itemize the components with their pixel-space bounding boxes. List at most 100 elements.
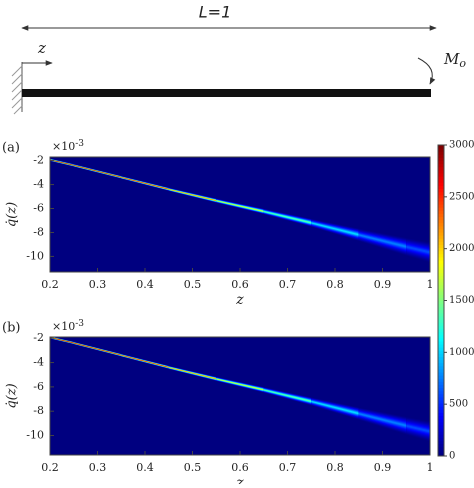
x-tick-label: 0.4 <box>136 278 154 291</box>
moment-subscript: o <box>459 57 466 70</box>
colorbar-cell <box>438 253 444 258</box>
exponent-power: -3 <box>75 319 84 329</box>
colorbar-cell <box>438 256 444 261</box>
colorbar-cell <box>438 266 444 270</box>
density-band <box>50 159 75 166</box>
density-band <box>73 342 122 356</box>
colorbar-cell <box>438 207 444 211</box>
colorbar-cell <box>438 415 444 420</box>
x-tick-label: 0.2 <box>41 278 59 291</box>
x-tick-label: 1 <box>427 461 434 474</box>
colorbar-tick-label: 1000 <box>449 347 474 358</box>
length-label: L=1 <box>199 3 232 22</box>
colorbar-cell <box>438 306 444 311</box>
density-ridge <box>168 365 217 381</box>
y-tick-label: -8 <box>33 404 44 417</box>
colorbar-cell <box>438 424 444 429</box>
colorbar-cell <box>438 157 444 162</box>
colorbar-cell <box>438 316 444 320</box>
colorbar-cell <box>438 409 444 413</box>
x-tick-label: 0.7 <box>279 461 297 474</box>
x-tick-label: 0.2 <box>41 461 59 474</box>
y-tick-label: -6 <box>33 202 44 215</box>
x-tick-label: 0.8 <box>326 461 344 474</box>
density-band <box>73 165 122 178</box>
colorbar-cell <box>438 368 444 373</box>
density-band <box>358 412 407 427</box>
colorbar-cell <box>438 219 444 224</box>
colorbar-cell <box>438 375 444 379</box>
colorbar-tick-label: 500 <box>449 399 468 410</box>
colorbar-cell <box>438 225 444 230</box>
density-ridge <box>50 337 75 345</box>
wall-hatch <box>11 65 23 115</box>
beam-diagram: L=1 z Mo <box>11 3 466 115</box>
x-tick-label: 0.8 <box>326 278 344 291</box>
density-band <box>263 211 312 224</box>
colorbar-cell <box>438 443 444 448</box>
colorbar-cell <box>438 334 444 339</box>
colorbar-cell <box>438 300 444 305</box>
colorbar-cell <box>438 400 444 404</box>
colorbar-cell <box>438 228 444 233</box>
colorbar-cell <box>438 247 444 252</box>
density-band <box>216 378 265 391</box>
density-ridge <box>168 187 217 203</box>
colorbar-cell <box>438 172 444 177</box>
colorbar-cell <box>438 312 444 317</box>
colorbar-cell <box>438 148 444 152</box>
colorbar-tick-label: 2000 <box>449 243 474 254</box>
x-tick-label: 0.6 <box>231 278 249 291</box>
colorbar-cell <box>438 185 444 190</box>
colorbar-cell <box>438 387 444 392</box>
colorbar-cell <box>438 213 444 218</box>
colorbar-cell <box>438 378 444 382</box>
y-axis-label: q̇(z) <box>5 202 20 227</box>
density-ridge <box>73 341 122 357</box>
colorbar-cell <box>438 344 444 348</box>
density-band <box>50 337 75 344</box>
colorbar-cell <box>438 340 444 345</box>
colorbar-cell <box>438 434 444 438</box>
colorbar-cell <box>438 160 444 165</box>
density-ridge <box>311 397 360 420</box>
colorbar-cell <box>438 232 444 236</box>
colorbar-cell <box>438 284 444 289</box>
density-ridge <box>121 176 170 191</box>
x-tick-label: 0.9 <box>374 461 392 474</box>
density-band <box>358 234 407 248</box>
colorbar-cell <box>438 250 444 255</box>
density-ridge <box>406 417 430 442</box>
colorbar-cell <box>438 216 444 221</box>
exponent-label: ×10-3 <box>52 319 84 334</box>
colorbar-tick-label: 3000 <box>449 140 474 151</box>
colorbar-cell <box>438 263 444 267</box>
x-tick-label: 0.3 <box>89 461 107 474</box>
exponent-base: ×10 <box>52 320 75 333</box>
x-tick-label: 0.7 <box>279 278 297 291</box>
colorbar-cell <box>438 412 444 417</box>
colorbar-cell <box>438 303 444 308</box>
colorbar-cell <box>438 163 444 168</box>
density-band <box>263 389 312 402</box>
density-ridge <box>358 228 407 256</box>
density-band <box>216 200 265 212</box>
colorbar-cell <box>438 390 444 395</box>
density-ridge <box>263 387 312 406</box>
y-tick-label: -6 <box>33 380 44 393</box>
x-axis-label: z <box>235 292 244 308</box>
moment-symbol: M <box>443 50 460 68</box>
colorbar-cell <box>438 176 444 180</box>
colorbar-cell <box>438 204 444 208</box>
beam <box>22 89 431 97</box>
colorbar-cell <box>438 278 444 283</box>
colorbar-cell <box>438 406 444 410</box>
moment-arrow <box>417 57 436 85</box>
density-ridge <box>263 208 312 227</box>
colorbar-cell <box>438 353 444 357</box>
colorbar-cell <box>438 452 444 457</box>
density-ridge <box>358 407 407 435</box>
colorbar-cell <box>438 188 444 193</box>
y-tick-label: -8 <box>33 225 44 238</box>
